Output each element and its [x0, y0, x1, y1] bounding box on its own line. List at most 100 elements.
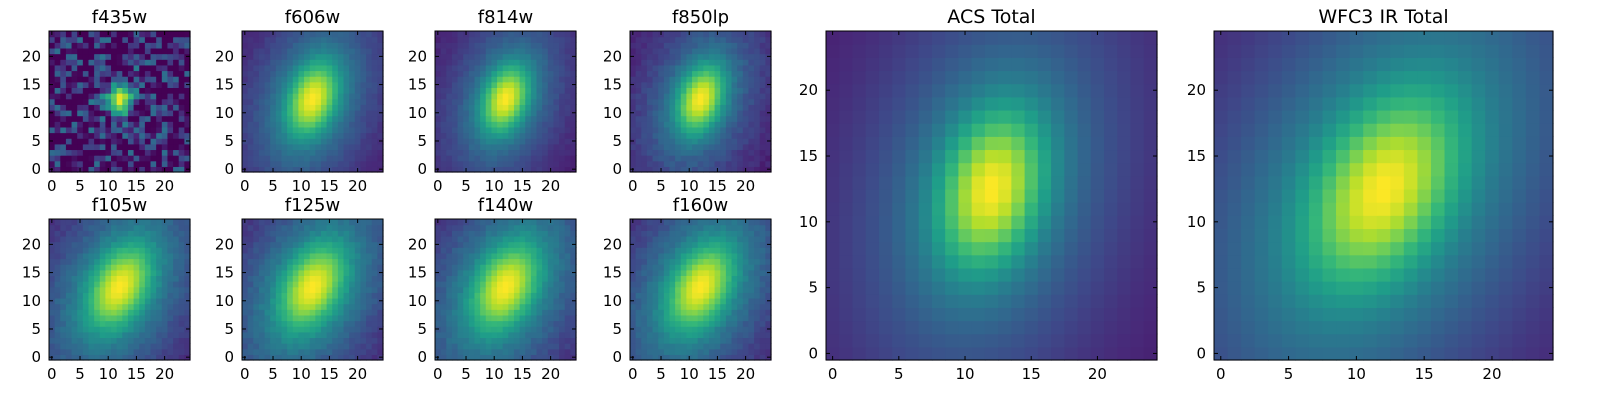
- heatmap-cell: [258, 76, 266, 83]
- heatmap-cell: [669, 31, 676, 38]
- heatmap-cell: [451, 76, 459, 83]
- heatmap-cell: [82, 64, 90, 72]
- heatmap-cell: [669, 155, 676, 162]
- heatmap-cell: [759, 76, 766, 83]
- heatmap-cell: [258, 309, 266, 316]
- heatmap-cell: [354, 104, 362, 111]
- heatmap-cell: [150, 143, 157, 151]
- heatmap-cell: [349, 155, 356, 162]
- heatmap-cell: [530, 252, 538, 260]
- heatmap-cell: [116, 155, 123, 162]
- heatmap-cell: [564, 149, 571, 156]
- heatmap-cell: [139, 132, 146, 139]
- heatmap-cell: [457, 115, 464, 122]
- heatmap-cell: [139, 320, 146, 327]
- heatmap-cell: [737, 115, 744, 122]
- heatmap-cell: [485, 314, 492, 322]
- heatmap-cell: [304, 320, 311, 327]
- heatmap-cell: [304, 281, 311, 288]
- heatmap-cell: [536, 93, 543, 100]
- x-tick-label: 20: [348, 365, 367, 383]
- heatmap-cell: [570, 309, 577, 316]
- heatmap-cell: [742, 98, 750, 105]
- heatmap-cell: [754, 42, 761, 49]
- heatmap-cell: [646, 343, 654, 350]
- heatmap-cell: [49, 126, 56, 134]
- heatmap-cell: [298, 241, 305, 248]
- heatmap-cell: [139, 348, 146, 355]
- heatmap-cell: [77, 47, 84, 55]
- heatmap-cell: [139, 252, 146, 260]
- heatmap-cell: [156, 31, 163, 38]
- heatmap-cell: [686, 132, 693, 139]
- heatmap-cell: [635, 47, 642, 55]
- heatmap-cell: [298, 281, 305, 288]
- heatmap-cell: [65, 81, 73, 88]
- heatmap-cell: [281, 247, 288, 254]
- heatmap-cell: [485, 326, 492, 333]
- heatmap-cell: [71, 320, 78, 327]
- heatmap-cell: [349, 93, 356, 100]
- heatmap-cell: [139, 354, 146, 361]
- heatmap-cell: [468, 109, 476, 117]
- heatmap-cell: [360, 121, 367, 128]
- heatmap-cell: [553, 143, 560, 151]
- heatmap-cell: [161, 331, 169, 339]
- y-tick-label: 10: [22, 104, 41, 122]
- heatmap-cell: [658, 53, 665, 60]
- heatmap-cell: [360, 87, 367, 94]
- heatmap-cell: [742, 93, 750, 100]
- heatmap-cell: [491, 343, 498, 350]
- heatmap-cell: [54, 104, 61, 111]
- heatmap-cell: [708, 326, 716, 333]
- heatmap-cell: [748, 320, 755, 327]
- heatmap-cell: [71, 297, 78, 305]
- heatmap-cell: [354, 160, 362, 167]
- heatmap-cell: [457, 219, 464, 226]
- heatmap-cell: [82, 286, 90, 293]
- heatmap-cell: [264, 53, 271, 60]
- heatmap-cell: [530, 115, 538, 122]
- heatmap-cell: [725, 47, 733, 55]
- heatmap-cell: [669, 81, 676, 88]
- x-tick-label: 15: [127, 365, 146, 383]
- heatmap-cell: [82, 70, 90, 77]
- heatmap-cell: [161, 42, 169, 49]
- heatmap-cell: [720, 121, 727, 128]
- heatmap-cell: [714, 59, 721, 66]
- heatmap-cell: [71, 143, 78, 151]
- heatmap-cell: [559, 258, 566, 265]
- heatmap-cell: [485, 230, 492, 237]
- heatmap-cell: [646, 47, 654, 55]
- heatmap-cell: [292, 309, 299, 316]
- heatmap-cell: [564, 252, 571, 260]
- heatmap-cell: [133, 343, 140, 350]
- heatmap-cell: [652, 343, 659, 350]
- heatmap-cell: [270, 149, 277, 156]
- heatmap-cell: [731, 281, 738, 288]
- heatmap-cell: [652, 337, 659, 344]
- heatmap-cell: [525, 166, 532, 173]
- heatmap-cell: [635, 36, 642, 43]
- heatmap-cell: [292, 224, 299, 231]
- heatmap-cell: [49, 348, 56, 355]
- heatmap-cell: [765, 314, 772, 322]
- heatmap-cell: [737, 64, 744, 72]
- heatmap-cell: [542, 247, 549, 254]
- heatmap-cell: [658, 343, 665, 350]
- heatmap-cell: [349, 160, 356, 167]
- heatmap-cell: [94, 64, 101, 72]
- heatmap-cell: [178, 303, 185, 310]
- heatmap-cell: [150, 53, 157, 60]
- heatmap-cell: [349, 121, 356, 128]
- heatmap-cell: [156, 59, 163, 66]
- heatmap-cell: [754, 64, 761, 72]
- heatmap-cell: [731, 109, 738, 117]
- heatmap-cell: [82, 76, 90, 83]
- heatmap-cell: [692, 303, 699, 310]
- heatmap-cell: [491, 281, 498, 288]
- heatmap-cell: [463, 160, 470, 167]
- heatmap-cell: [258, 81, 266, 88]
- heatmap-cell: [525, 269, 532, 276]
- heatmap-cell: [178, 343, 185, 350]
